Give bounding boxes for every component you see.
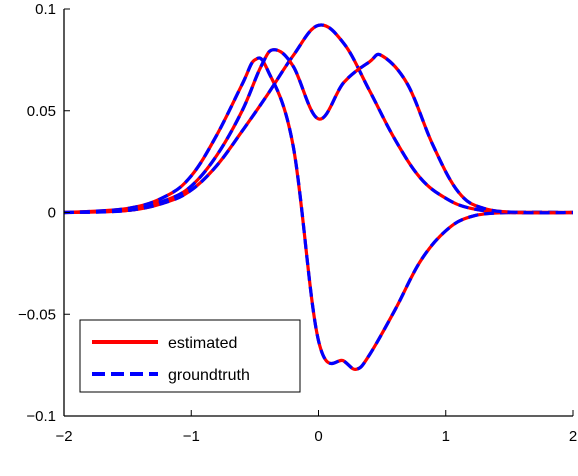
legend-label-estimated: estimated — [168, 335, 237, 352]
y-tick-label: −0.05 — [18, 306, 56, 323]
x-tick-label: −1 — [183, 428, 200, 445]
curves-group — [64, 23, 573, 371]
x-tick-label: −2 — [55, 428, 72, 445]
legend-label-groundtruth: groundtruth — [168, 367, 250, 384]
groundtruth-line-2 — [64, 56, 573, 371]
groundtruth-line-3 — [64, 48, 573, 215]
groundtruth-line-1 — [64, 23, 573, 215]
axes-layer: −2 −1 0 1 2 −0.1 −0.05 0 0.05 0.1 — [18, 1, 577, 445]
y-tick-label: 0.1 — [35, 1, 56, 18]
legend: estimated groundtruth — [79, 319, 301, 393]
y-tick-label: 0 — [48, 205, 56, 222]
plot-layer — [64, 23, 573, 371]
y-tick-label: −0.1 — [26, 408, 56, 425]
x-tick-label: 2 — [569, 428, 577, 445]
x-tick-label: 0 — [314, 428, 322, 445]
y-tick-label: 0.05 — [27, 103, 56, 120]
x-tick-label: 1 — [442, 428, 450, 445]
legend-box — [79, 319, 301, 393]
